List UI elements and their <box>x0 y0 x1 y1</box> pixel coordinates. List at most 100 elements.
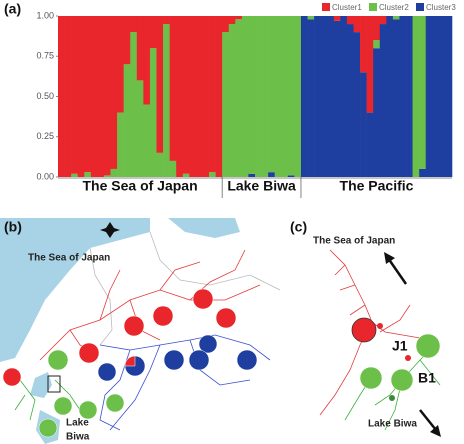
bar-segment <box>228 16 236 25</box>
bar-segment <box>412 16 420 177</box>
site <box>351 317 377 343</box>
bar-segment <box>195 16 203 177</box>
bar-segment <box>300 16 308 177</box>
bar-segment <box>156 152 164 177</box>
bar-segment <box>136 16 144 81</box>
site-label: J1 <box>392 338 408 354</box>
bar-segment <box>399 16 407 177</box>
site <box>38 418 58 438</box>
bar-segment <box>287 16 295 176</box>
bar-segment <box>268 172 275 177</box>
site <box>359 366 383 390</box>
bar-segment <box>71 16 78 174</box>
bar-segment <box>346 16 354 25</box>
bar-segment <box>419 168 427 177</box>
border <box>149 231 281 291</box>
lake-label: Lake <box>66 418 89 429</box>
group-label: Lake Biwa <box>227 178 296 194</box>
bar-segment <box>235 16 243 20</box>
panel-label: (b) <box>4 219 22 235</box>
site-part <box>124 355 136 367</box>
bar-segment <box>110 168 118 177</box>
bar-segment <box>373 40 381 49</box>
arrow <box>386 257 408 285</box>
bar-segment <box>294 16 302 177</box>
legend-label: Cluster1 <box>332 3 362 12</box>
bar-segment <box>281 16 289 177</box>
river <box>99 334 271 431</box>
bar-segment <box>169 160 177 177</box>
site <box>198 334 218 354</box>
site <box>415 333 441 359</box>
bar-segment <box>209 172 216 177</box>
lake <box>30 372 52 398</box>
site <box>78 400 98 420</box>
arrow-head <box>430 425 441 437</box>
legend-label: Cluster2 <box>379 3 409 12</box>
bar-segment <box>346 24 354 177</box>
bar-segment <box>110 16 118 169</box>
sea-label: The Sea of Japan <box>28 253 110 264</box>
arrow-head <box>384 252 395 264</box>
bar-segment <box>248 173 256 177</box>
river <box>319 249 436 416</box>
bar-segment <box>373 16 381 41</box>
bar-segment <box>379 24 387 177</box>
site-label: B1 <box>418 370 436 386</box>
site <box>97 362 117 382</box>
bar-segment <box>241 16 249 177</box>
group-label: The Pacific <box>340 178 414 194</box>
site <box>47 349 69 371</box>
arrow <box>419 409 437 431</box>
site <box>105 393 125 413</box>
y-tick-label: 0.00 <box>36 171 54 181</box>
sea <box>168 218 240 238</box>
panel-label: (a) <box>4 1 21 17</box>
bar-segment <box>123 64 131 177</box>
bar-segment <box>360 16 367 73</box>
bar-segment <box>379 16 387 25</box>
bar-segment <box>215 16 223 177</box>
sea-label: The Sea of Japan <box>313 236 395 247</box>
bar-segment <box>255 16 262 177</box>
bar-segment <box>136 80 144 177</box>
river <box>39 249 261 361</box>
group-label: The Sea of Japan <box>83 178 198 194</box>
site <box>2 367 22 387</box>
bar-segment <box>163 16 170 25</box>
site <box>188 349 210 371</box>
bar-segment <box>320 16 328 177</box>
y-tick-label: 1.00 <box>36 10 54 20</box>
lake-label: Lake Biwa <box>368 419 417 430</box>
bar-segment <box>248 16 256 174</box>
bar-segment <box>222 32 230 177</box>
compass <box>100 222 120 238</box>
bar-segment <box>58 16 65 177</box>
bar-segment <box>149 16 157 49</box>
bar-segment <box>438 16 446 177</box>
bar-segment <box>103 16 111 176</box>
bar-segment <box>419 16 427 169</box>
bar-segment <box>117 112 124 177</box>
bar-segment <box>77 16 85 177</box>
map-c <box>319 249 441 437</box>
site <box>192 288 214 310</box>
bar-segment <box>432 16 440 177</box>
bar-segment <box>406 16 413 177</box>
bar-segment <box>64 16 72 177</box>
bar-segment <box>71 173 78 177</box>
y-tick-label: 0.25 <box>36 131 54 141</box>
site <box>163 349 185 371</box>
bar-segment <box>261 16 269 177</box>
panel-label: (c) <box>290 219 307 235</box>
site <box>123 315 145 337</box>
bar-segment <box>130 32 138 177</box>
bar-segment <box>373 48 381 178</box>
site <box>390 368 414 392</box>
map-b <box>0 218 281 444</box>
bar-segment <box>176 16 184 177</box>
bar-segment <box>97 16 105 177</box>
bar-segment <box>143 104 151 177</box>
bar-segment <box>235 19 243 177</box>
bar-segment <box>149 48 157 178</box>
